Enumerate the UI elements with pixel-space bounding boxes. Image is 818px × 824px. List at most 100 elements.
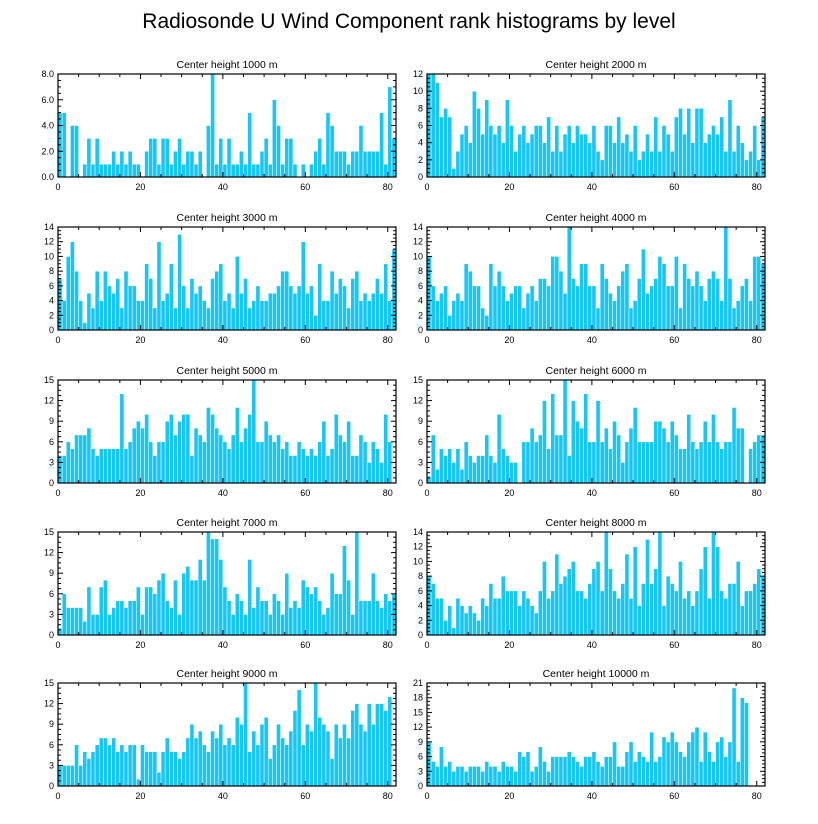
bar (752, 125, 758, 178)
x-tick-label: 20 (135, 791, 145, 801)
bar (620, 766, 626, 787)
bar (715, 546, 720, 636)
x-tick-label: 20 (504, 488, 514, 498)
bar (698, 441, 704, 484)
bar (620, 270, 626, 331)
bar (455, 766, 461, 787)
bar (185, 151, 191, 178)
x-tick-label: 40 (587, 640, 597, 650)
bar (624, 441, 630, 484)
bar (78, 607, 83, 636)
bar (542, 278, 547, 331)
bar (645, 133, 650, 178)
panel-1: Center height 1000 m 0 20 40 60 80 0.0 2.0 4.0 6.… (41, 59, 397, 192)
bar (173, 434, 178, 484)
bar (505, 766, 510, 787)
bar (583, 133, 589, 178)
bar (247, 112, 252, 178)
bar (107, 448, 112, 484)
y-tick-label: 9 (418, 737, 423, 747)
bar (595, 561, 601, 636)
bar (467, 766, 473, 787)
bar (447, 116, 452, 178)
bar (459, 469, 465, 484)
bar (550, 256, 556, 331)
bar (665, 741, 671, 787)
bar (533, 125, 539, 178)
bar (467, 605, 473, 636)
bar (731, 407, 737, 484)
bar (636, 751, 642, 787)
bar (612, 741, 617, 787)
bar (653, 278, 659, 331)
bar (711, 761, 716, 787)
bar (735, 125, 741, 178)
bar (98, 163, 104, 178)
bar (707, 278, 712, 331)
bar (467, 270, 473, 331)
bar (595, 307, 601, 331)
bar (152, 138, 158, 178)
x-tick-label: 20 (135, 488, 145, 498)
bar (496, 597, 502, 636)
bar (358, 125, 364, 178)
bar (342, 441, 347, 484)
bar (267, 614, 273, 636)
bar (123, 751, 129, 787)
y-tick-label: 6 (418, 121, 423, 131)
y-tick-label: 2 (418, 155, 423, 165)
bar (152, 307, 158, 331)
bar (160, 441, 166, 484)
panel-title: Center height 5000 m (177, 365, 278, 377)
bar (98, 448, 104, 484)
bar (107, 614, 112, 636)
bar (707, 441, 712, 484)
bar (251, 300, 257, 331)
bar (480, 597, 485, 636)
bar (505, 300, 510, 331)
x-tick-label: 60 (669, 335, 679, 345)
bar (587, 583, 593, 636)
x-tick-label: 0 (55, 182, 60, 192)
bar (484, 761, 490, 787)
bar (148, 751, 154, 787)
bar (616, 766, 621, 787)
bar (752, 441, 758, 484)
bar (202, 300, 207, 331)
bar (375, 703, 380, 787)
y-tick-label: 4 (418, 296, 423, 306)
bar (82, 621, 88, 636)
bar (583, 393, 589, 484)
bar (144, 414, 149, 484)
x-tick-label: 0 (424, 335, 429, 345)
bar (288, 285, 294, 331)
bar (554, 553, 560, 636)
bar (57, 627, 63, 636)
bar (669, 285, 675, 331)
bar (78, 765, 83, 787)
bar (533, 300, 539, 331)
bar (342, 545, 347, 636)
bar (375, 448, 380, 484)
bar (210, 730, 215, 787)
bar (740, 142, 745, 178)
y-tick-label: 6 (49, 589, 54, 599)
bar (731, 307, 737, 331)
bar (649, 583, 654, 636)
x-tick-label: 40 (587, 182, 597, 192)
bar (599, 766, 605, 787)
bar (70, 125, 75, 178)
bar (649, 441, 654, 484)
bar (603, 125, 609, 178)
y-tick-label: 6 (49, 437, 54, 447)
bar (538, 746, 543, 787)
bar (595, 400, 601, 484)
bar (300, 579, 306, 636)
bar (74, 744, 79, 787)
bar (98, 586, 104, 636)
bar (338, 151, 343, 178)
bar (669, 731, 675, 787)
panel-10: Center height 10000 m 0 20 40 60 80 0 3 6 9 12 15 18… (413, 668, 766, 801)
bar (608, 292, 613, 331)
bar (645, 539, 650, 636)
